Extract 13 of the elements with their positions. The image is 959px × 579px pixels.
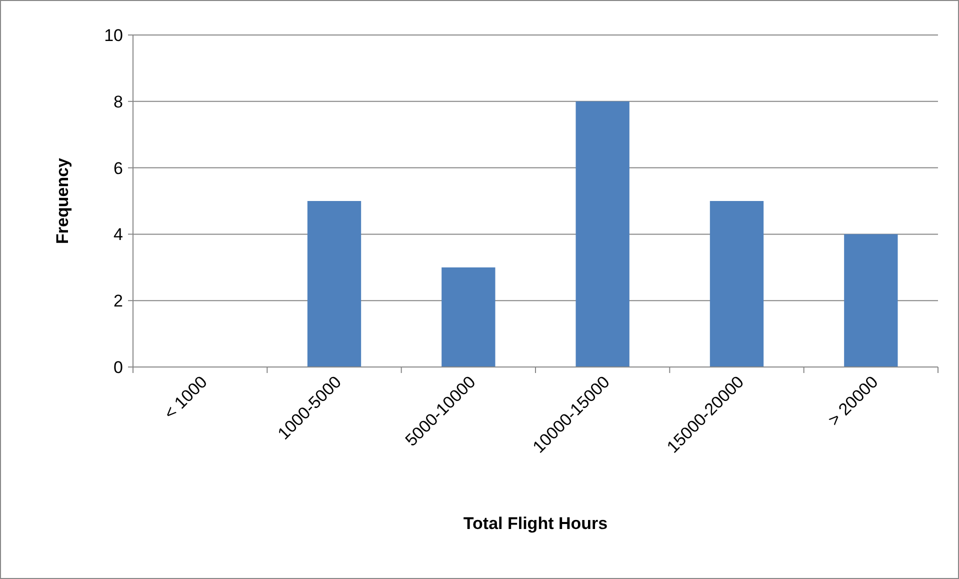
y-tick-label: 8 [114, 92, 123, 112]
y-axis-title: Frequency [53, 157, 72, 244]
x-axis-title: Total Flight Hours [463, 514, 608, 533]
bar [307, 201, 362, 367]
y-tick-label: 2 [114, 292, 123, 311]
y-tick-label: 10 [104, 26, 123, 45]
y-tick-label: 6 [114, 158, 123, 178]
y-tick-label: 0 [114, 358, 123, 377]
bar [710, 201, 764, 367]
bar [576, 101, 630, 367]
y-tick-label: 4 [114, 225, 123, 244]
bar [844, 234, 898, 367]
bar [442, 267, 496, 367]
